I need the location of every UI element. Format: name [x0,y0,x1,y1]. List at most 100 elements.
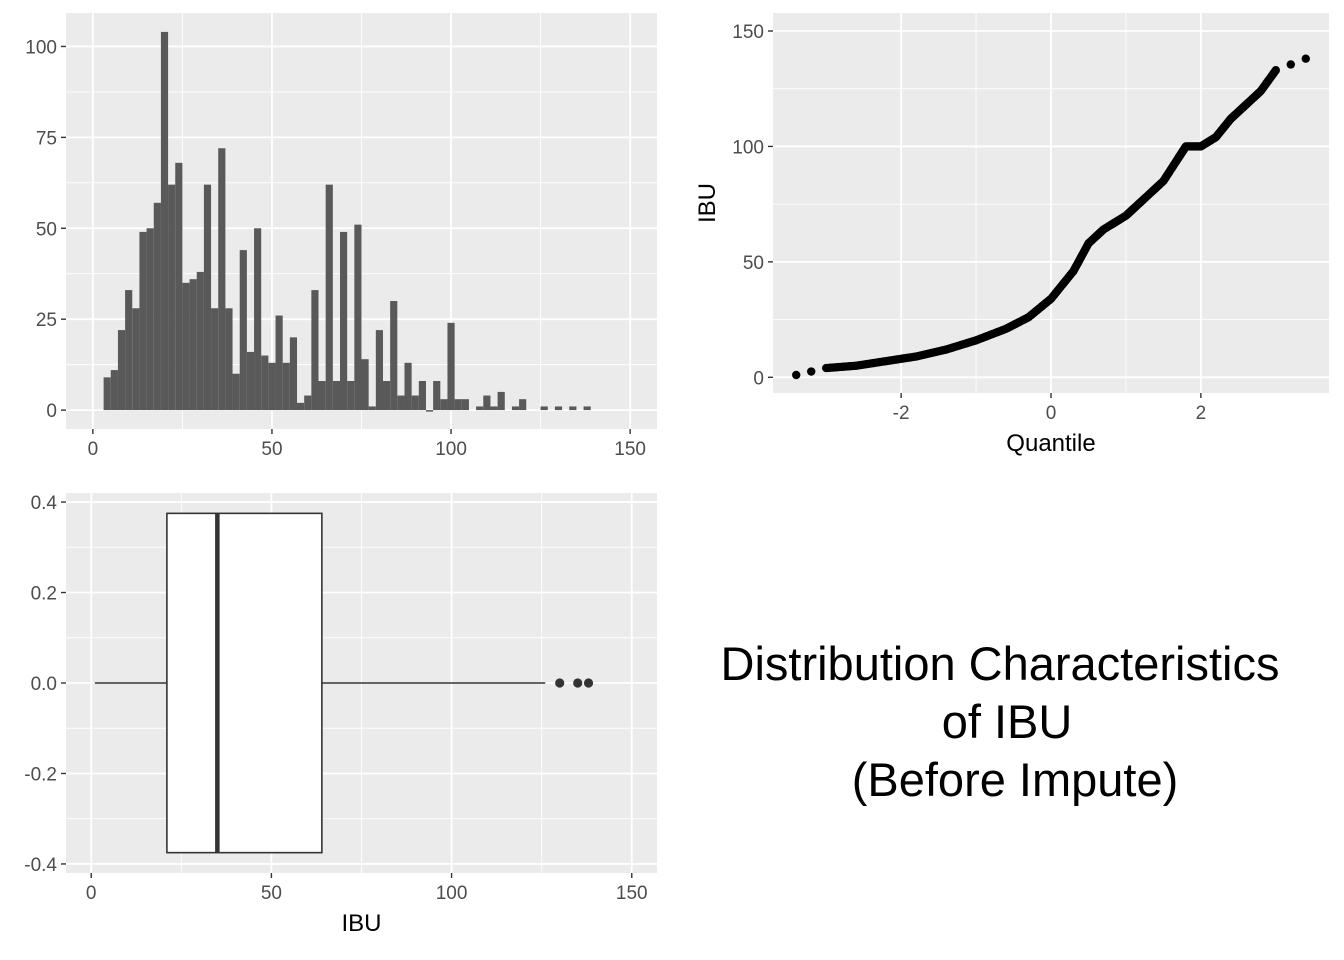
y-tick-label: 50 [743,253,764,274]
x-tick-label: 50 [261,883,282,904]
x-tick-label: 150 [614,439,646,460]
histogram-bar [454,399,462,411]
qq-point [1301,54,1310,63]
qq-point [1286,60,1295,69]
qq-plot-panel: -2 0 2 0 50 100 150 Quantile IBU [694,13,1329,457]
x-tick-label: 0 [88,439,99,460]
y-tick-label: 0 [753,368,764,389]
histogram-bar [153,202,161,411]
histogram-bar [311,290,319,411]
histogram-bar [476,406,484,411]
histogram-bar [189,279,197,411]
histogram-bar [146,228,154,411]
x-tick-label: 0 [1046,403,1057,424]
histogram-bar [304,395,312,411]
qq-point [1271,66,1280,75]
x-tick-label: 50 [261,439,282,460]
histogram-bar [340,231,348,411]
histogram-bar [347,381,355,411]
x-axis-title: Quantile [1006,430,1095,457]
histogram-bar [275,315,283,411]
histogram-bar [182,282,190,411]
boxplot-panel: 0 50 100 150 -0.4 -0.2 0.0 0.2 0.4 IBU [24,493,657,937]
histogram-bar [461,399,469,411]
histogram-bar [418,381,426,411]
histogram-bar [254,228,262,411]
y-tick-label: 50 [36,219,57,240]
histogram-bar [239,250,247,411]
histogram-bar [103,377,111,411]
title-line-1: Distribution Characteristics [721,637,1280,690]
histogram-bar [225,308,233,411]
y-tick-label: 0 [46,401,57,422]
histogram-bar [368,406,376,411]
histogram-bar [218,148,226,411]
outlier-point [573,678,583,688]
y-tick-label: 25 [36,310,57,331]
y-tick-label: 0.0 [31,674,57,695]
histogram-bar [297,402,305,411]
y-tick-label: 0.2 [31,584,57,605]
histogram-bar [382,381,391,411]
histogram-bar [411,395,419,411]
y-axis-title: IBU [694,183,721,223]
y-tick-label: 0.4 [31,493,58,514]
histogram-bar [196,271,204,411]
histogram-bar [110,370,118,411]
histogram-bar [175,162,183,411]
histogram-bar [117,330,126,411]
figure-title: Distribution Characteristics of IBU (Bef… [721,637,1280,806]
qq-point [792,370,801,380]
histogram-bar [569,406,577,411]
histogram-bar [354,224,362,411]
x-axis-title: IBU [341,910,381,937]
histogram-bar [519,399,527,411]
histogram-bar [511,406,520,411]
histogram-bar [246,351,255,411]
histogram-bar [490,406,498,411]
x-tick-label: 150 [616,883,648,904]
x-tick-label: 100 [436,883,468,904]
histogram-bar [425,410,434,412]
histogram-bar [361,359,369,411]
qq-point [807,367,816,376]
x-tick-label: 2 [1196,403,1207,424]
x-tick-label: -2 [893,403,910,424]
histogram-bar [497,391,505,411]
histogram-bar [440,399,448,411]
histogram-bar [289,337,298,411]
histogram-bar [390,301,398,411]
histogram-bar [583,406,591,411]
y-tick-label: -0.4 [24,855,57,876]
histogram-bar [139,231,147,411]
histogram-bar [433,381,441,411]
histogram-bar [540,406,548,411]
y-tick-label: 75 [36,128,57,149]
y-tick-label: 100 [25,37,57,58]
y-tick-label: -0.2 [24,764,57,785]
title-line-3: (Before Impute) [852,753,1179,806]
box-iqr [166,512,323,854]
histogram-bar [325,184,333,411]
x-tick-label: 100 [435,439,467,460]
histogram-bar [132,308,140,411]
histogram-bar [375,330,383,411]
histogram-bar [261,355,269,411]
y-tick-label: 150 [732,22,764,43]
histogram-bar [483,395,491,411]
histogram-bar [211,308,219,411]
histogram-bar [125,290,133,411]
histogram-bar [447,322,455,411]
title-line-2: of IBU [942,695,1073,748]
histogram-bar [554,406,563,411]
histogram-bar [404,362,412,411]
histogram-bar [160,31,169,411]
histogram-bar [397,395,405,411]
histogram-panel: 0 50 100 150 0 25 50 75 100 [25,13,657,460]
outlier-point [583,678,594,688]
histogram-bar [332,381,341,411]
histogram-bar [203,184,212,411]
histogram-bar [168,184,176,411]
outlier-point [555,678,565,688]
